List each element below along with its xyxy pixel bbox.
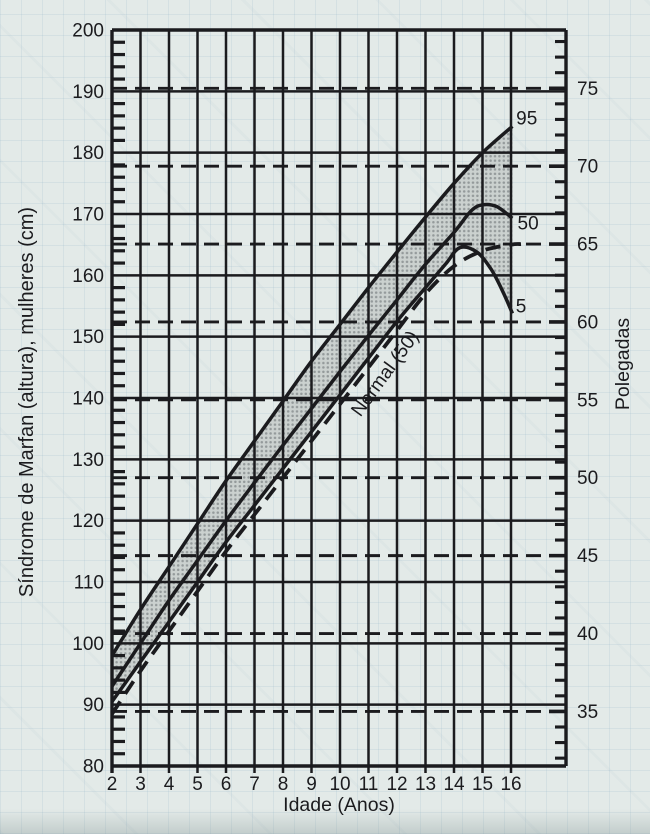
x-tick-label: 7 [249, 774, 260, 795]
curve-label-5: 5 [516, 297, 527, 318]
curve-label-50: 50 [518, 213, 539, 234]
curve-p50 [110, 202, 514, 688]
cm-tick-label: 90 [83, 695, 104, 716]
x-tick-label: 15 [472, 774, 493, 795]
inch-tick-label: 70 [577, 157, 598, 178]
inch-tick-label: 75 [577, 79, 598, 100]
cm-tick-label: 130 [72, 450, 104, 471]
y-axis-title: Síndrome de Marfan (altura), mulheres (c… [16, 207, 38, 597]
cm-tick-label: 140 [72, 389, 104, 410]
cm-tick-label: 160 [72, 266, 104, 287]
inch-tick-label: 35 [577, 702, 598, 723]
x-tick-label: 12 [386, 774, 407, 795]
x-tick-label: 14 [443, 774, 465, 795]
cm-tick-label: 200 [72, 21, 104, 42]
curve-p5 [110, 245, 515, 703]
cm-tick-label: 190 [72, 82, 104, 103]
inch-tick-label: 50 [577, 468, 598, 489]
x-tick-label: 16 [500, 774, 521, 795]
x-tick-label: 5 [192, 774, 203, 795]
cm-tick-label: 100 [72, 634, 104, 655]
x-tick-label: 6 [221, 774, 232, 795]
inch-tick-label: 55 [577, 390, 598, 411]
curve-normal50 [110, 242, 522, 715]
x-axis-title: Idade (Anos) [283, 794, 395, 816]
x-tick-label: 8 [278, 774, 289, 795]
inch-tick-label: 65 [577, 235, 598, 256]
inch-tick-label: 60 [577, 312, 598, 333]
chart-generated-layer: 2 3 4 5 6 7 8 9 10 11 12 13 14 15 16809010011012013014… [72, 21, 598, 796]
cm-tick-label: 150 [72, 327, 104, 348]
x-tick-label: 2 [107, 774, 118, 795]
inch-tick-label: 45 [577, 546, 598, 567]
right-axis-title: Polegadas [612, 318, 634, 410]
x-tick-label: 13 [415, 774, 436, 795]
cm-tick-label: 80 [83, 757, 104, 778]
curve-p95 [110, 124, 514, 657]
x-tick-label: 11 [359, 774, 379, 795]
cm-tick-label: 170 [72, 205, 104, 226]
cm-tick-label: 110 [74, 573, 104, 594]
cm-tick-label: 120 [72, 511, 104, 532]
inch-tick-label: 40 [577, 624, 598, 645]
curve-label-95: 95 [516, 109, 537, 130]
x-tick-label: 9 [306, 774, 317, 795]
x-tick-label: 3 [135, 774, 146, 795]
x-tick-label: 10 [329, 774, 350, 795]
x-tick-label: 4 [164, 774, 175, 795]
cm-tick-label: 180 [72, 143, 104, 164]
